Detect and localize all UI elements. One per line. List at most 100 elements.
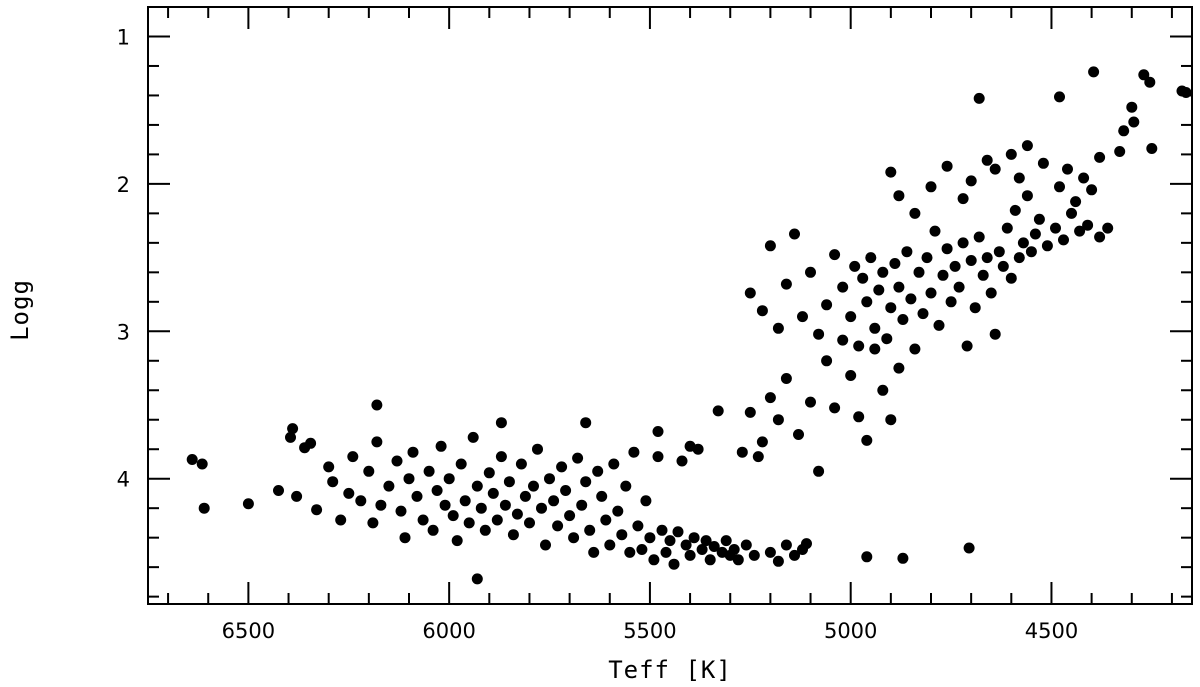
data-point [965,255,977,266]
data-point [399,532,411,544]
x-tick-label: 4500 [1025,619,1078,643]
data-point [511,508,523,520]
data-point [196,458,208,470]
y-tick-label: 3 [117,320,130,344]
data-point [732,554,744,566]
data-point [941,243,953,255]
data-point [821,299,833,311]
data-point [652,426,664,437]
data-point [861,434,873,446]
data-point [1062,163,1073,175]
data-point [744,287,756,299]
data-point [1054,91,1065,103]
data-point [1050,222,1061,234]
data-point [343,487,355,499]
data-point [431,485,443,496]
data-point [969,302,981,314]
data-point [355,495,367,507]
data-point [973,231,985,243]
data-point [901,246,913,258]
data-point [728,544,740,555]
data-point [720,535,732,547]
data-point [993,246,1005,258]
data-point [700,535,712,547]
data-point [411,490,423,502]
data-point [756,305,768,317]
data-point [624,546,636,558]
data-point [1013,172,1025,184]
data-point [285,431,296,443]
data-point [447,510,459,522]
data-point [985,287,997,299]
data-point [925,287,937,299]
data-point [801,538,812,550]
data-point [909,207,921,219]
data-point [291,490,303,502]
data-point [849,260,861,272]
data-point [1128,116,1140,128]
data-point [519,490,531,502]
data-point [933,319,945,331]
data-point [789,228,800,240]
data-point [483,467,495,479]
data-point [989,328,1001,340]
data-point [1009,204,1021,216]
data-points [186,66,1192,585]
data-point [917,308,929,320]
data-point [1078,172,1090,184]
data-point [383,480,395,492]
data-point [503,476,515,488]
data-point [455,458,467,470]
data-point [479,524,491,536]
data-point [829,402,841,414]
data-point [1058,234,1069,246]
data-point [861,296,873,308]
data-point [524,517,535,529]
data-point [684,440,696,452]
data-point [981,252,993,264]
data-point [837,281,849,293]
data-point [981,154,993,166]
data-point [576,499,588,511]
data-point [1114,146,1126,157]
data-point [499,499,511,511]
data-point [403,473,415,485]
data-point [596,490,608,502]
data-point [873,284,885,296]
data-point [953,281,965,293]
data-point [423,465,435,477]
data-point [305,437,317,449]
data-point [588,546,600,558]
data-point [1086,184,1098,196]
data-point [1021,190,1033,202]
data-point [327,476,339,488]
data-point [793,429,804,440]
data-point [568,532,580,544]
data-point [186,454,198,465]
data-point [949,260,961,272]
data-point [861,551,873,563]
data-point [893,190,905,202]
data-point [869,343,881,355]
data-point [592,465,604,477]
data-point [580,417,592,429]
data-point [813,465,825,477]
data-point [347,451,359,463]
data-point [471,480,483,492]
data-point [495,417,507,429]
data-point [1094,151,1106,163]
data-point [1066,207,1077,219]
data-point [704,554,716,566]
data-point [1029,228,1041,240]
data-point [736,446,748,458]
data-point [656,524,668,536]
data-point [744,406,756,418]
data-point [748,549,760,561]
data-point [965,175,977,187]
data-point [1033,213,1045,225]
data-point [475,502,487,514]
data-point [764,392,776,404]
data-point [837,334,849,346]
data-point [528,480,539,492]
